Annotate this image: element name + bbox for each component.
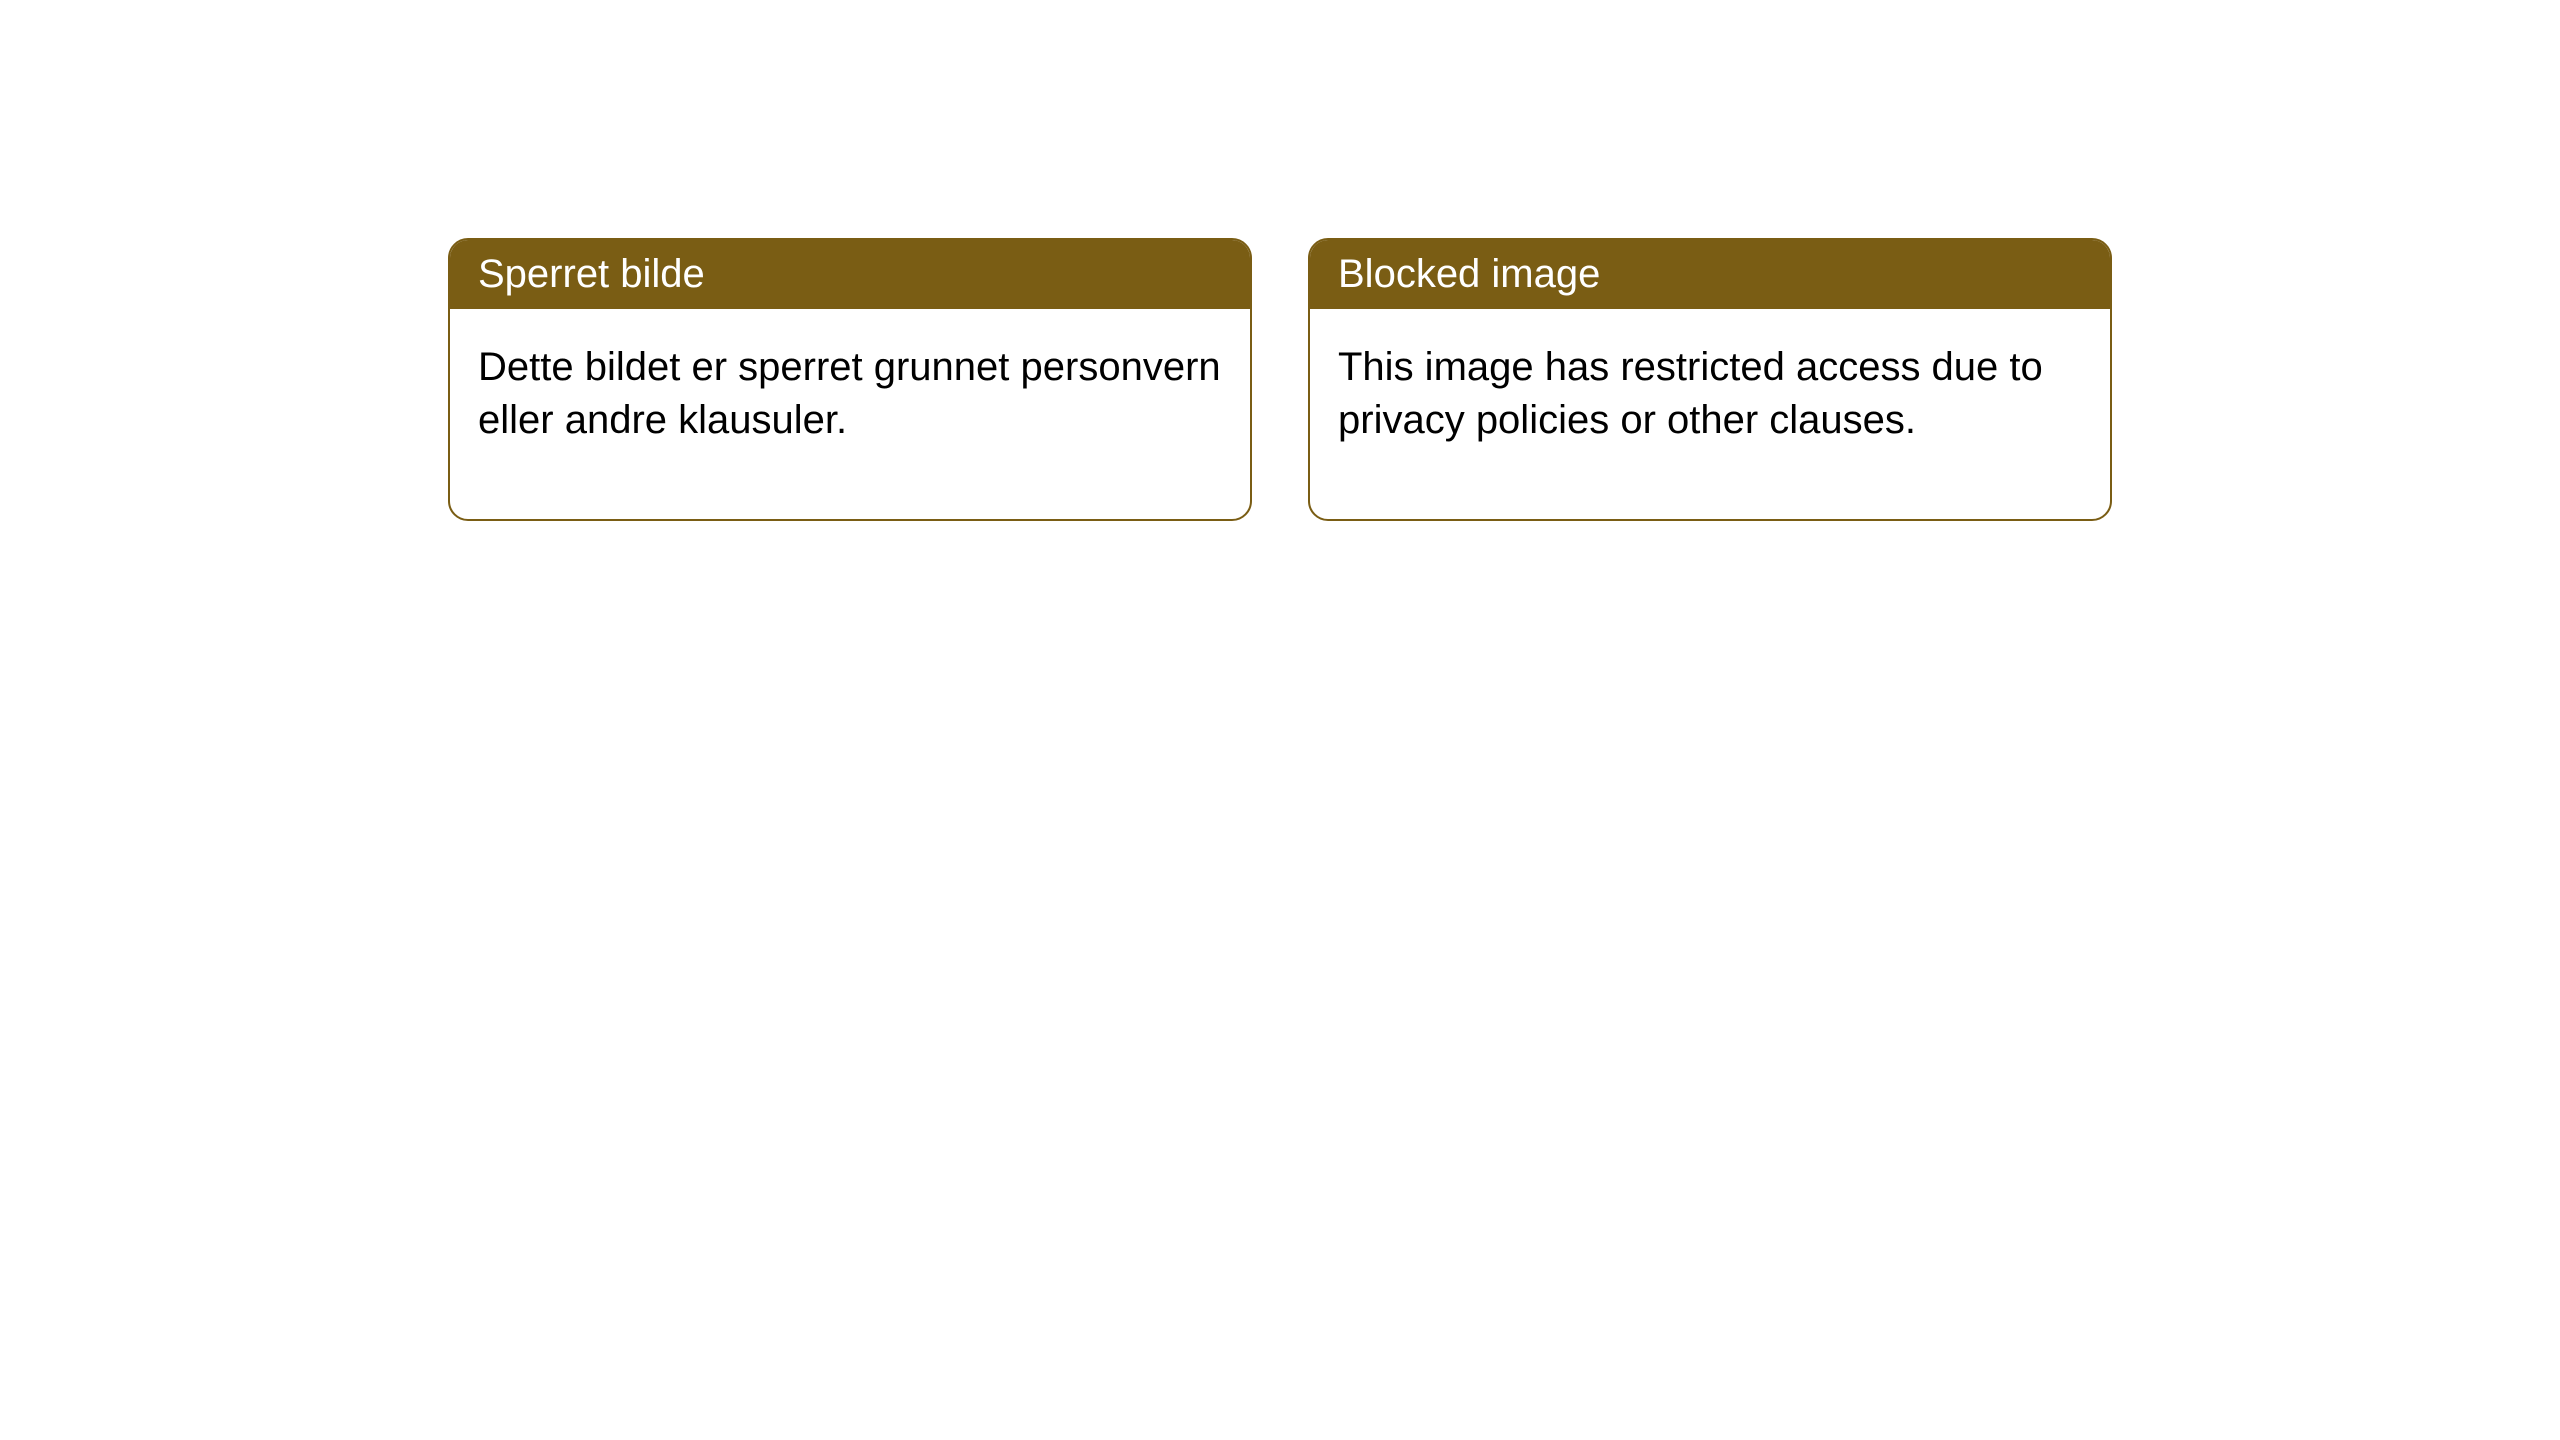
card-body: This image has restricted access due to …	[1310, 309, 2110, 519]
card-title: Sperret bilde	[478, 252, 705, 296]
card-title: Blocked image	[1338, 252, 1600, 296]
card-body: Dette bildet er sperret grunnet personve…	[450, 309, 1250, 519]
card-body-text: This image has restricted access due to …	[1338, 345, 2043, 442]
card-body-text: Dette bildet er sperret grunnet personve…	[478, 345, 1221, 442]
notice-cards-container: Sperret bilde Dette bildet er sperret gr…	[0, 0, 2560, 521]
card-header: Sperret bilde	[450, 240, 1250, 309]
card-header: Blocked image	[1310, 240, 2110, 309]
notice-card-english: Blocked image This image has restricted …	[1308, 238, 2112, 521]
notice-card-norwegian: Sperret bilde Dette bildet er sperret gr…	[448, 238, 1252, 521]
